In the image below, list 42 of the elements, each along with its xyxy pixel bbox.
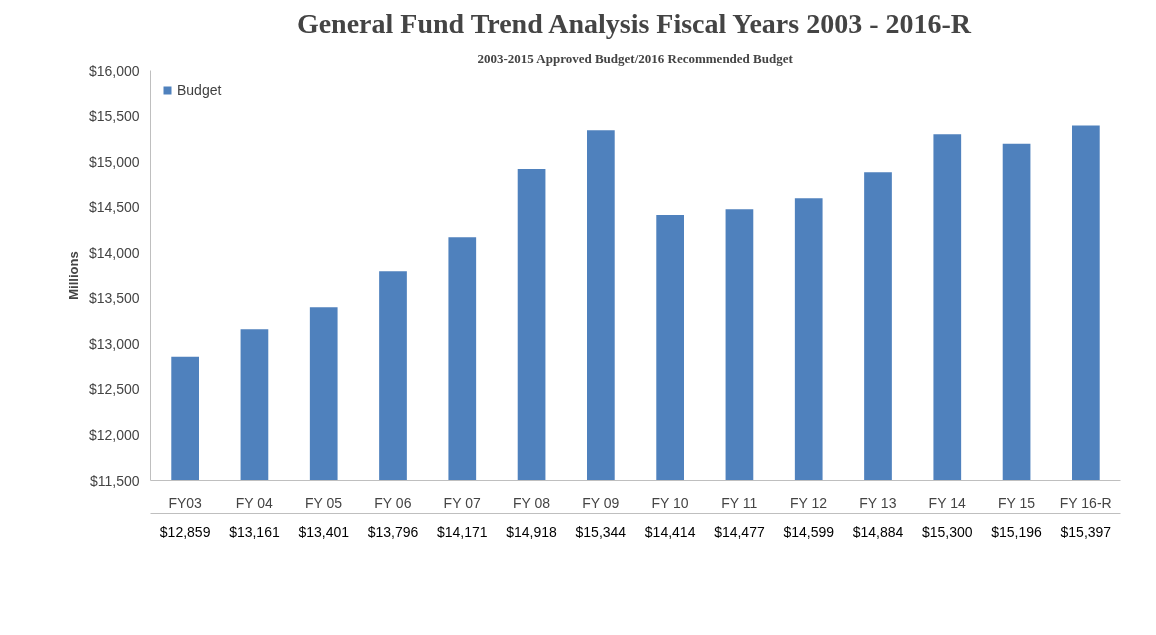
- data-label: $13,401: [298, 523, 350, 540]
- data-label: $15,397: [1060, 523, 1112, 540]
- y-tick-label: $14,500: [88, 199, 140, 216]
- y-tick-label: $15,500: [88, 108, 140, 125]
- data-label: $14,477: [714, 523, 765, 540]
- data-label: $14,414: [644, 523, 696, 540]
- x-tick-label: FY 05: [305, 494, 343, 511]
- x-tick-label: FY 09: [582, 494, 620, 511]
- legend-label: Budget: [177, 82, 222, 98]
- data-label: $13,796: [367, 523, 419, 540]
- chart-subtitle: 2003-2015 Approved Budget/2016 Recommended Budget: [477, 50, 794, 66]
- x-tick-label: FY 04: [235, 494, 274, 511]
- x-tick-label: FY 15: [997, 494, 1036, 511]
- x-tick-label: FY 12: [790, 494, 828, 511]
- x-tick-label: FY 08: [512, 494, 551, 511]
- y-tick-label: $12,000: [88, 426, 140, 443]
- y-tick-label: $16,000: [88, 62, 140, 79]
- y-tick-label: $12,500: [88, 381, 140, 398]
- x-tick-label: FY 06: [374, 494, 412, 511]
- data-label: $13,161: [229, 523, 280, 540]
- x-tick-label: FY03: [168, 494, 203, 511]
- x-tick-label: FY 14: [928, 494, 966, 511]
- y-tick-label: $11,500: [89, 472, 140, 489]
- data-label: $15,344: [575, 523, 627, 540]
- data-label: $15,196: [991, 523, 1043, 540]
- x-tick-label: FY 10: [651, 494, 689, 511]
- data-label: $12,859: [159, 523, 211, 540]
- data-label: $14,884: [852, 523, 904, 540]
- data-label: $14,599: [783, 523, 835, 540]
- x-tick-label: FY 16-R: [1059, 494, 1112, 511]
- data-label: $14,918: [506, 523, 558, 540]
- x-tick-label: FY 11: [721, 494, 758, 511]
- y-tick-label: $14,000: [88, 244, 140, 261]
- y-axis-title: Millions: [65, 251, 81, 300]
- y-tick-label: $15,000: [88, 153, 140, 170]
- y-tick-label: $13,500: [88, 290, 140, 307]
- data-label: $14,171: [436, 523, 488, 540]
- data-label: $15,300: [921, 523, 973, 540]
- x-tick-label: FY 13: [859, 494, 897, 511]
- y-tick-label: $13,000: [88, 335, 140, 352]
- x-tick-label: FY 07: [443, 494, 481, 511]
- chart-title: General Fund Trend Analysis Fiscal Years 2003 - 2016-R: [296, 7, 972, 39]
